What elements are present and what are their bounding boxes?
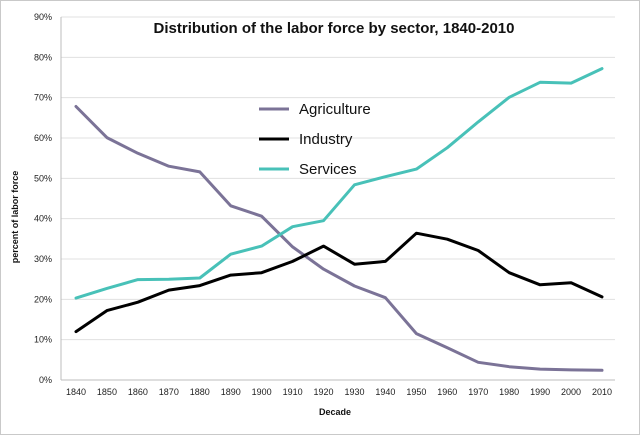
y-axis-title: percent of labor force (10, 171, 20, 264)
series-line-industry (74, 231, 604, 334)
x-tick-label: 1840 (66, 387, 86, 397)
y-tick-label: 90% (34, 12, 52, 22)
x-tick-label: 1890 (221, 387, 241, 397)
x-tick-label: 1950 (406, 387, 426, 397)
y-tick-label: 30% (34, 254, 52, 264)
legend-label-agriculture: Agriculture (299, 101, 371, 118)
x-tick-label: 1860 (128, 387, 148, 397)
y-tick-label: 50% (34, 173, 52, 183)
x-tick-label: 1850 (97, 387, 117, 397)
x-tick-label: 1940 (375, 387, 395, 397)
x-tick-label: 1930 (344, 387, 364, 397)
x-tick-label: 1980 (499, 387, 519, 397)
y-tick-label: 80% (34, 52, 52, 62)
x-tick-label: 1990 (530, 387, 550, 397)
legend-label-industry: Industry (299, 131, 353, 148)
x-tick-label: 1900 (252, 387, 272, 397)
y-tick-label: 10% (34, 335, 52, 345)
y-tick-label: 40% (34, 214, 52, 224)
series-lines (74, 67, 604, 372)
x-tick-label: 2010 (592, 387, 612, 397)
series-line-agriculture (74, 105, 604, 372)
y-tick-label: 70% (34, 93, 52, 103)
x-tick-label: 1870 (159, 387, 179, 397)
x-tick-label: 1920 (314, 387, 334, 397)
x-tick-label: 1880 (190, 387, 210, 397)
x-axis-title: Decade (319, 407, 351, 417)
x-tick-label: 1960 (437, 387, 457, 397)
series-line-services (74, 67, 604, 300)
x-tick-label: 2000 (561, 387, 581, 397)
chart-title: Distribution of the labor force by secto… (154, 20, 515, 37)
tick-labels: 0% 10% 20% 30% 40% 50% 60% 70% 80% 90% 1840 1850 186… (34, 12, 612, 397)
x-tick-label: 1910 (283, 387, 303, 397)
y-tick-label: 20% (34, 294, 52, 304)
legend: Agriculture Industry Services (259, 101, 371, 178)
x-tick-label: 1970 (468, 387, 488, 397)
gridlines (61, 16, 615, 341)
y-tick-label: 0% (39, 375, 52, 385)
y-tick-label: 60% (34, 133, 52, 143)
axes (60, 17, 615, 381)
legend-label-services: Services (299, 161, 357, 178)
